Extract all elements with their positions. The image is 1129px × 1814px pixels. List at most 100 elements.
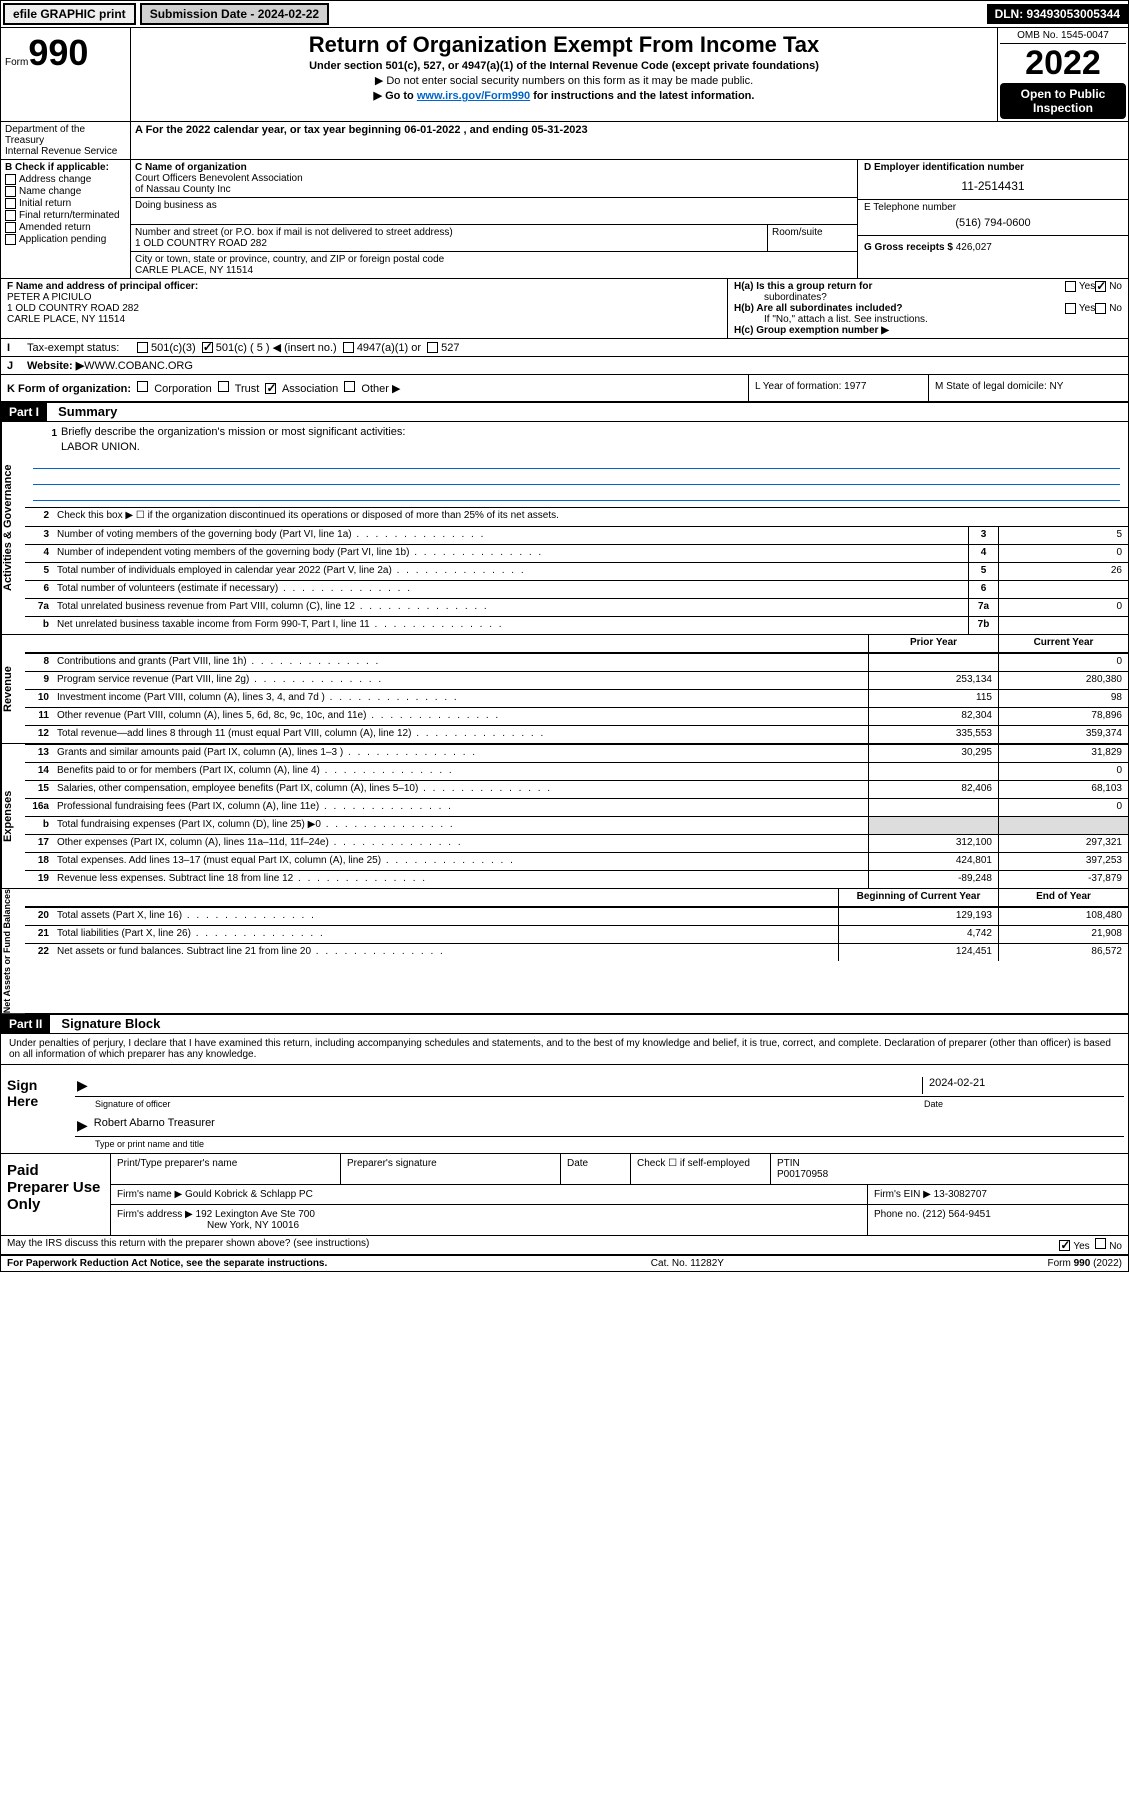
city-value: CARLE PLACE, NY 11514 — [135, 265, 853, 276]
opt-501c3: 501(c)(3) — [151, 342, 196, 354]
part1-title: Summary — [50, 404, 117, 419]
checkbox-icon[interactable] — [218, 381, 229, 392]
prior-year-value: 4,742 — [838, 926, 998, 943]
part2-badge: Part II — [1, 1015, 50, 1033]
subtitle-2: ▶ Do not enter social security numbers o… — [139, 74, 989, 87]
period-end: 05-31-2023 — [531, 124, 587, 136]
checkbox-icon[interactable] — [1095, 303, 1106, 314]
chk-pending[interactable]: Application pending — [5, 234, 126, 245]
checkbox-icon — [5, 222, 16, 233]
box-c-label: C Name of organization — [135, 162, 853, 173]
row-klm: K Form of organization: Corporation Trus… — [1, 375, 1128, 403]
form-word: Form — [5, 57, 28, 68]
paperwork-notice: For Paperwork Reduction Act Notice, see … — [7, 1258, 327, 1269]
org-name-cell: C Name of organization Court Officers Be… — [131, 160, 857, 198]
dba-label: Doing business as — [135, 200, 853, 211]
line-row: 10 Investment income (Part VIII, column … — [25, 689, 1128, 707]
col-prior-year: Prior Year — [868, 635, 998, 652]
checkbox-icon[interactable] — [137, 381, 148, 392]
current-year-value: 359,374 — [998, 726, 1128, 743]
checkbox-icon[interactable] — [1059, 1240, 1070, 1251]
prep-phone: (212) 564-9451 — [922, 1209, 990, 1220]
line-value: 26 — [998, 563, 1128, 580]
sign-here-label: Sign Here — [1, 1065, 71, 1153]
checkbox-icon[interactable] — [344, 381, 355, 392]
line-text: Investment income (Part VIII, column (A)… — [53, 690, 868, 707]
opt-501c: 501(c) ( 5 ) ◀ (insert no.) — [216, 341, 337, 354]
subtitle-3: ▶ Go to www.irs.gov/Form990 for instruct… — [139, 89, 989, 102]
line-value: 5 — [998, 527, 1128, 544]
part2-header: Part II Signature Block — [1, 1015, 1128, 1034]
efile-print-button[interactable]: efile GRAPHIC print — [3, 3, 136, 25]
current-year-value: 280,380 — [998, 672, 1128, 689]
line-num: 3 — [25, 527, 53, 544]
firm-addr-label: Firm's address ▶ — [117, 1209, 196, 1220]
subtitle-1: Under section 501(c), 527, or 4947(a)(1)… — [139, 60, 989, 72]
blank-line — [33, 487, 1120, 501]
revenue-content: Prior Year Current Year 8 Contributions … — [25, 635, 1128, 743]
vlabel-netassets: Net Assets or Fund Balances — [1, 889, 25, 1013]
firm-ein-label: Firm's EIN ▶ — [874, 1189, 934, 1200]
checkbox-icon — [5, 210, 16, 221]
line-text: Number of independent voting members of … — [53, 545, 968, 562]
title-cell: Return of Organization Exempt From Incom… — [131, 28, 998, 121]
mission-text: LABOR UNION. — [33, 441, 1120, 453]
line-row: 9 Program service revenue (Part VIII, li… — [25, 671, 1128, 689]
dln-label: DLN: 93493053005344 — [987, 4, 1128, 24]
checkbox-icon[interactable] — [265, 383, 276, 394]
org-name-2: of Nassau County Inc — [135, 184, 853, 195]
prior-year-value: 335,553 — [868, 726, 998, 743]
k-label: K Form of organization: — [7, 383, 131, 395]
prior-year-value: -89,248 — [868, 871, 998, 888]
checkbox-icon[interactable] — [202, 342, 213, 353]
form-container: efile GRAPHIC print Submission Date - 20… — [0, 0, 1129, 1272]
chk-address[interactable]: Address change — [5, 174, 126, 185]
dba-cell: Doing business as — [131, 198, 857, 225]
yes-label: Yes — [1079, 303, 1095, 314]
check-self: Check ☐ if self-employed — [631, 1154, 771, 1184]
chk-name[interactable]: Name change — [5, 186, 126, 197]
prep-name-label: Print/Type preparer's name — [111, 1154, 341, 1184]
j-label: J — [7, 360, 27, 372]
checkbox-icon[interactable] — [1095, 281, 1106, 292]
checkbox-icon[interactable] — [1065, 281, 1076, 292]
chk-final[interactable]: Final return/terminated — [5, 210, 126, 221]
ptin-value: P00170958 — [777, 1169, 828, 1180]
checkbox-icon[interactable] — [343, 342, 354, 353]
cat-no: Cat. No. 11282Y — [651, 1258, 724, 1269]
checkbox-icon[interactable] — [137, 342, 148, 353]
line2-text: Check this box ▶ ☐ if the organization d… — [53, 508, 1128, 526]
prior-year-value: 115 — [868, 690, 998, 707]
box-k: K Form of organization: Corporation Trus… — [1, 375, 748, 401]
line-text: Total fundraising expenses (Part IX, col… — [53, 817, 868, 834]
checkbox-icon[interactable] — [1095, 1238, 1106, 1249]
irs-link[interactable]: www.irs.gov/Form990 — [417, 90, 530, 102]
line-row: 3 Number of voting members of the govern… — [25, 526, 1128, 544]
checkbox-icon — [5, 198, 16, 209]
chk-initial[interactable]: Initial return — [5, 198, 126, 209]
line-num: 20 — [25, 908, 53, 925]
current-year-value — [998, 817, 1128, 834]
prior-year-value: 253,134 — [868, 672, 998, 689]
section-bcdeg: B Check if applicable: Address change Na… — [1, 160, 1128, 279]
ptin-label: PTIN — [777, 1158, 800, 1169]
checkbox-icon[interactable] — [427, 342, 438, 353]
box-b: B Check if applicable: Address change Na… — [1, 160, 131, 278]
opt-4947: 4947(a)(1) or — [357, 342, 421, 354]
footer-row: For Paperwork Reduction Act Notice, see … — [1, 1256, 1128, 1271]
line-row: 19 Revenue less expenses. Subtract line … — [25, 870, 1128, 888]
summary-netassets: Net Assets or Fund Balances Beginning of… — [1, 889, 1128, 1015]
line-num — [25, 635, 53, 652]
line-num: 19 — [25, 871, 53, 888]
section-fh: F Name and address of principal officer:… — [1, 279, 1128, 339]
k-other: Other ▶ — [361, 383, 400, 395]
line1-text: Briefly describe the organization's miss… — [61, 426, 405, 441]
line-text: Net assets or fund balances. Subtract li… — [53, 944, 838, 961]
chk-amended[interactable]: Amended return — [5, 222, 126, 233]
checkbox-icon[interactable] — [1065, 303, 1076, 314]
line-num: 4 — [25, 545, 53, 562]
line-box: 4 — [968, 545, 998, 562]
line-row: 4 Number of independent voting members o… — [25, 544, 1128, 562]
col-header-row: Prior Year Current Year — [25, 635, 1128, 653]
col-eoy: End of Year — [998, 889, 1128, 906]
